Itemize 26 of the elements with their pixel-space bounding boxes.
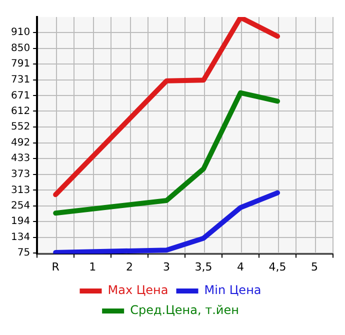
legend-label: Сред.Цена, т.йен — [130, 303, 239, 318]
y-tick-label: 612 — [10, 106, 30, 117]
x-tick-label: 4,5 — [268, 260, 286, 274]
y-tick-label: 433 — [10, 153, 30, 164]
y-tick-label: 552 — [10, 122, 30, 133]
legend-label: Min Цена — [204, 283, 262, 298]
legend-label: Max Цена — [108, 283, 168, 298]
x-tick-label: 3 — [163, 260, 170, 274]
y-tick-label: 194 — [10, 216, 30, 228]
y-tick-label: 254 — [10, 200, 30, 212]
y-tick-label: 671 — [10, 90, 30, 102]
y-tick-label: 313 — [10, 184, 30, 196]
x-tick-label: 3,5 — [194, 260, 212, 274]
y-tick-label: 492 — [10, 138, 30, 149]
y-tick-label: 373 — [10, 168, 30, 180]
x-tick-label: 5 — [311, 260, 318, 274]
y-tick-label: 850 — [10, 43, 30, 54]
y-tick-label: 791 — [10, 58, 30, 70]
x-tick-label: 2 — [126, 260, 134, 274]
x-tick-label: 1 — [89, 260, 96, 274]
x-tick-label: R — [52, 260, 60, 274]
x-tick-label: 4 — [237, 260, 244, 274]
y-tick-label: 134 — [10, 232, 30, 244]
y-tick-label: 75 — [17, 248, 30, 259]
y-tick-label: 910 — [10, 27, 30, 38]
y-tick-label: 731 — [10, 74, 30, 86]
